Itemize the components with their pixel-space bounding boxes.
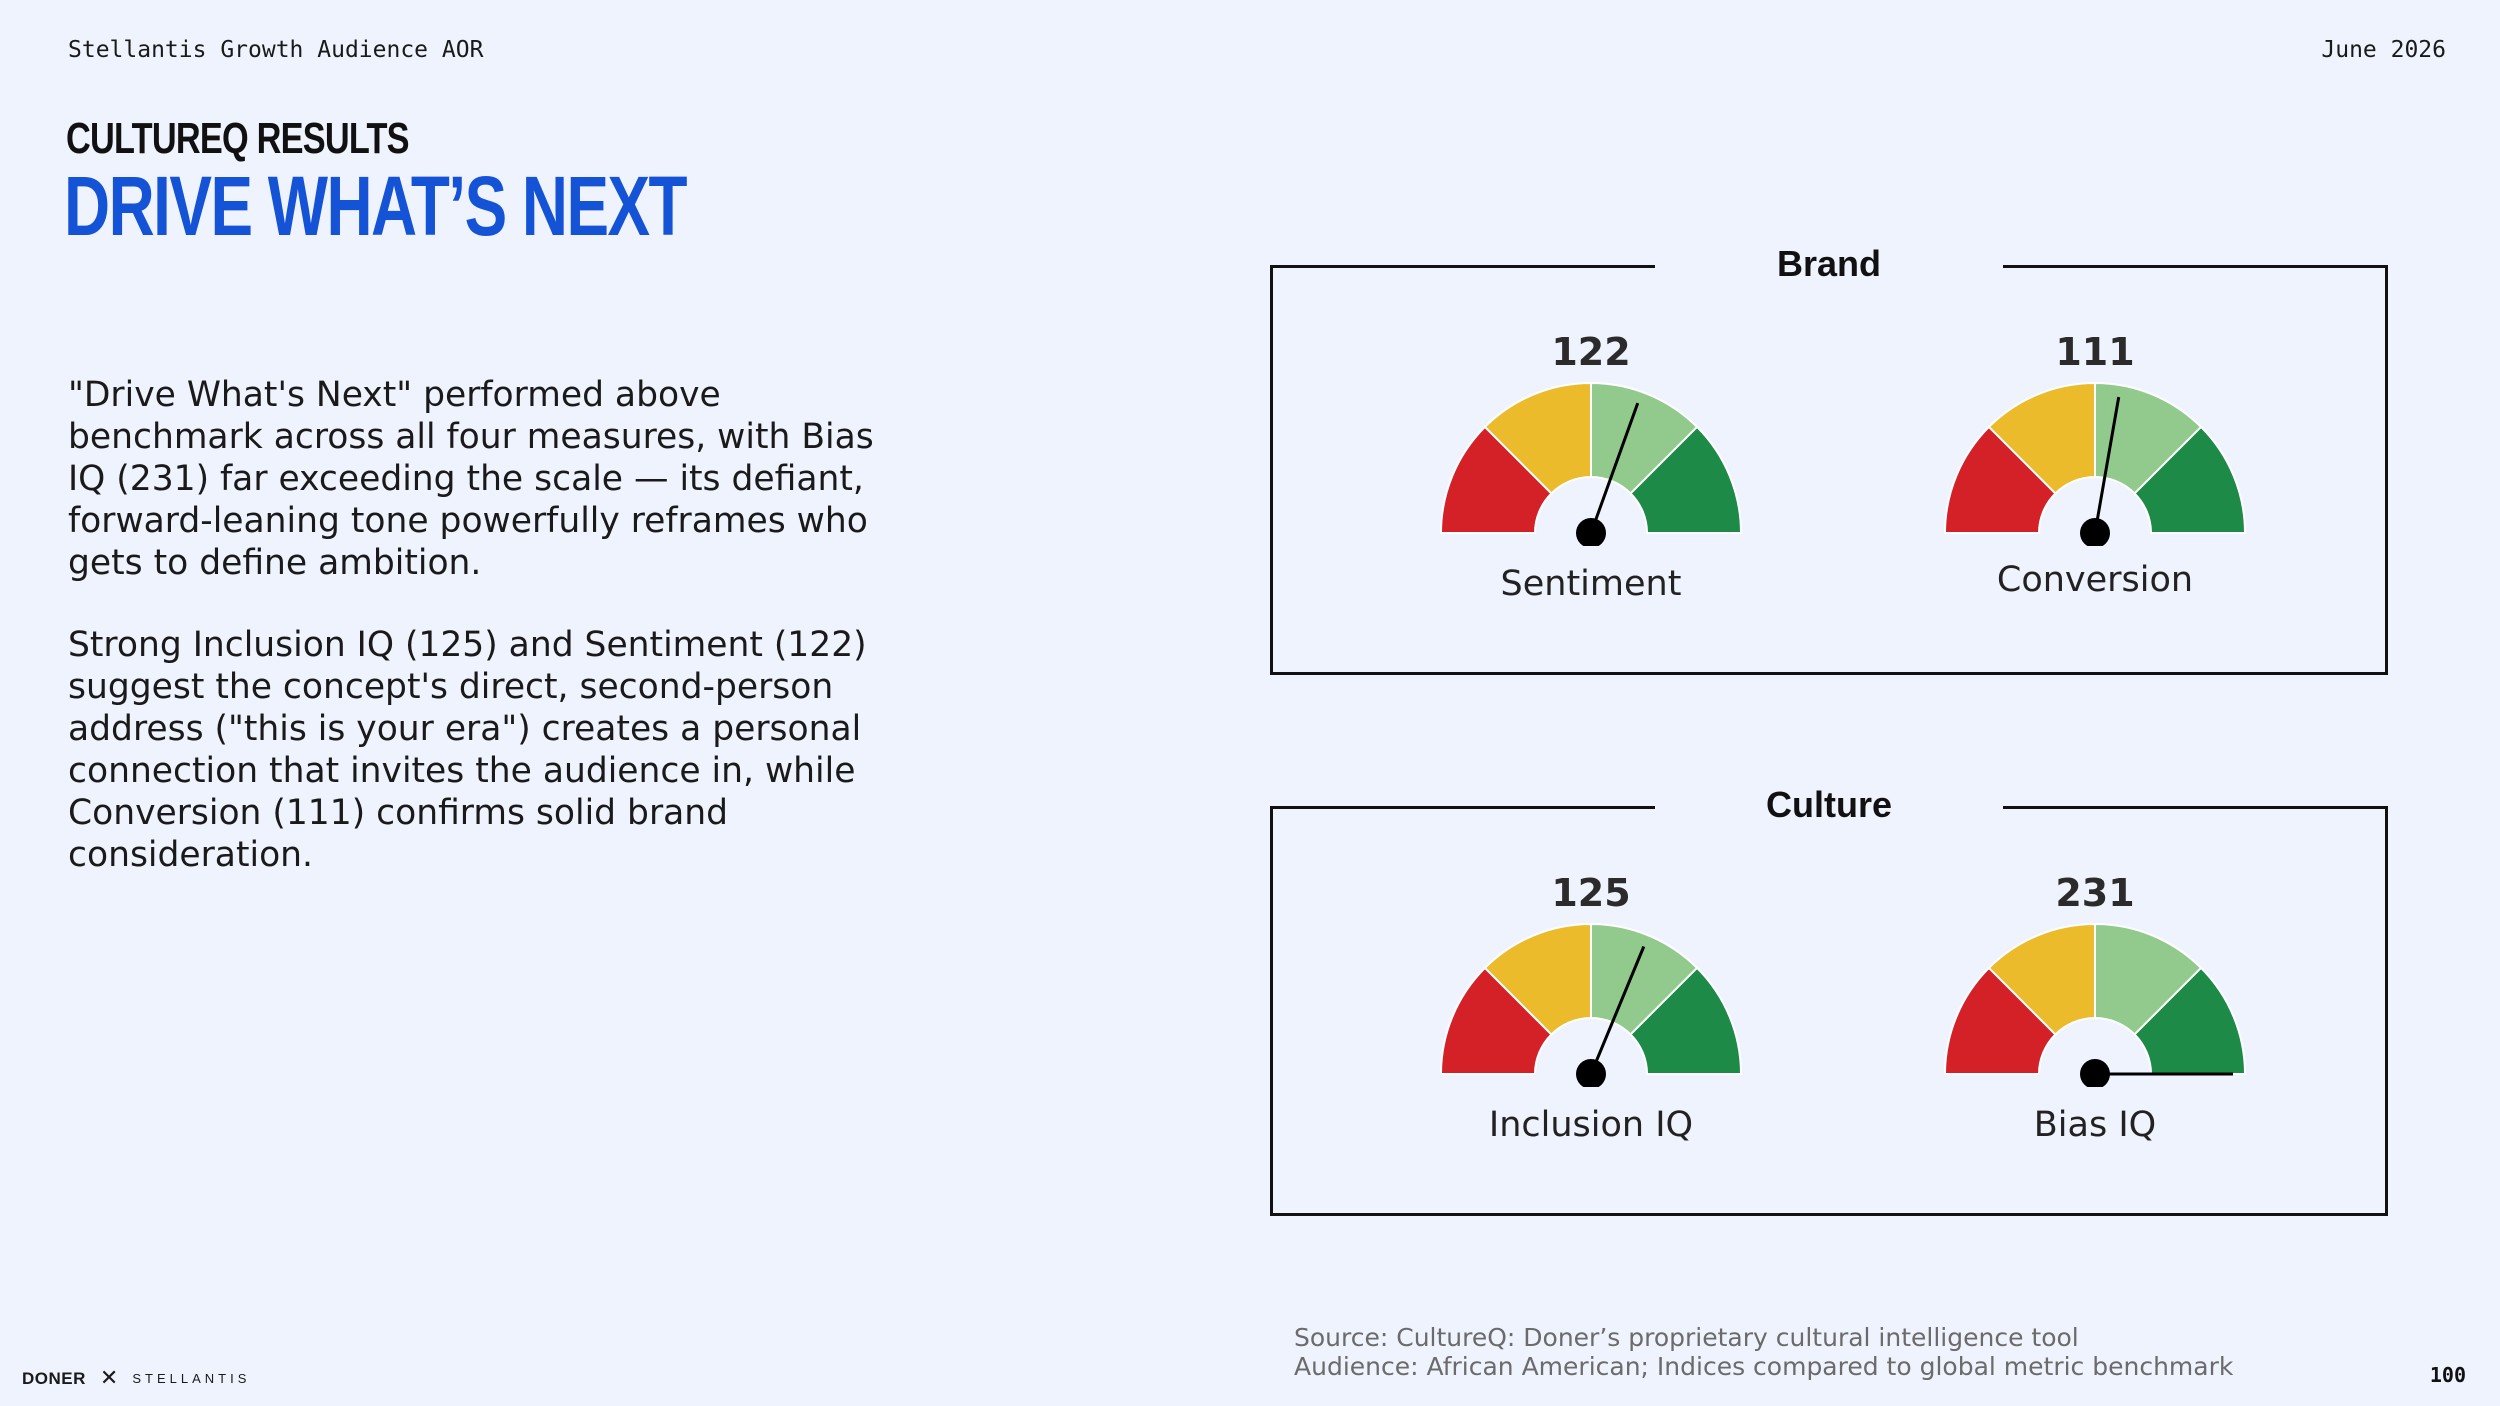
gauge-dial bbox=[1943, 922, 2247, 1087]
header-date: June 2026 bbox=[2321, 37, 2446, 63]
gauge-zone-dark-green bbox=[1629, 425, 1743, 534]
gauge-label: Bias IQ bbox=[2033, 1105, 2157, 1145]
gauge-needle-hub bbox=[1576, 1059, 1606, 1087]
gauge-zone-dark-green bbox=[2133, 966, 2247, 1075]
culture-panel-title: Culture bbox=[1655, 777, 2003, 833]
body-paragraph-1: "Drive What's Next" performed above benc… bbox=[68, 375, 874, 583]
section-eyebrow: CultureQ Results bbox=[66, 114, 410, 163]
gauge-dial bbox=[1439, 381, 1743, 546]
gauge-value: 125 bbox=[1551, 871, 1631, 915]
gauge-needle-hub bbox=[2080, 1059, 2110, 1087]
header-client: Stellantis Growth Audience AOR bbox=[68, 37, 484, 63]
gauge-needle-hub bbox=[1576, 518, 1606, 546]
culture-panel: Culture 125 Inclusion IQ 231 Bias IQ bbox=[1270, 777, 2388, 1216]
doner-logo: DONER bbox=[22, 1368, 86, 1388]
gauge-needle bbox=[1589, 945, 1646, 1075]
gauge-label: Conversion bbox=[1996, 560, 2194, 600]
gauge-zone-dark-green bbox=[1629, 966, 1743, 1075]
page-title: Drive What’s Next bbox=[64, 159, 688, 253]
gauge-needle bbox=[2093, 396, 2121, 534]
gauge-needle bbox=[1589, 402, 1640, 534]
page-number: 100 bbox=[2429, 1363, 2466, 1387]
sentiment-gauge: 122 Sentiment bbox=[1421, 328, 1761, 604]
gauge-label: Sentiment bbox=[1500, 564, 1682, 604]
gauge-dial bbox=[1943, 381, 2247, 546]
bias-iq-gauge: 231 Bias IQ bbox=[1925, 869, 2265, 1145]
logo-separator-icon: ✕ bbox=[99, 1366, 119, 1391]
gauge-dial bbox=[1439, 922, 1743, 1087]
source-line: Source: CultureQ: Doner’s proprietary cu… bbox=[1294, 1323, 2079, 1352]
gauge-zone-dark-green bbox=[2133, 425, 2247, 534]
brand-panel-title: Brand bbox=[1655, 236, 2003, 292]
gauge-value: 122 bbox=[1551, 330, 1631, 374]
inclusion-iq-gauge: 125 Inclusion IQ bbox=[1421, 869, 1761, 1145]
footer-logo-lockup: DONER ✕ STELLANTIS bbox=[22, 1366, 250, 1391]
audience-line: Audience: African American; Indices comp… bbox=[1294, 1352, 2234, 1381]
body-paragraph-2: Strong Inclusion IQ (125) and Sentiment … bbox=[68, 625, 867, 875]
gauge-label: Inclusion IQ bbox=[1488, 1105, 1694, 1145]
brand-panel: Brand 122 Sentiment 111 Conversion bbox=[1270, 236, 2388, 675]
gauge-needle-hub bbox=[2080, 518, 2110, 546]
gauge-value: 111 bbox=[2055, 330, 2135, 374]
gauge-value: 231 bbox=[2055, 871, 2135, 915]
conversion-gauge: 111 Conversion bbox=[1925, 328, 2265, 600]
source-note: Source: CultureQ: Doner’s proprietary cu… bbox=[1294, 1323, 2233, 1381]
stellantis-logo: STELLANTIS bbox=[132, 1371, 251, 1386]
